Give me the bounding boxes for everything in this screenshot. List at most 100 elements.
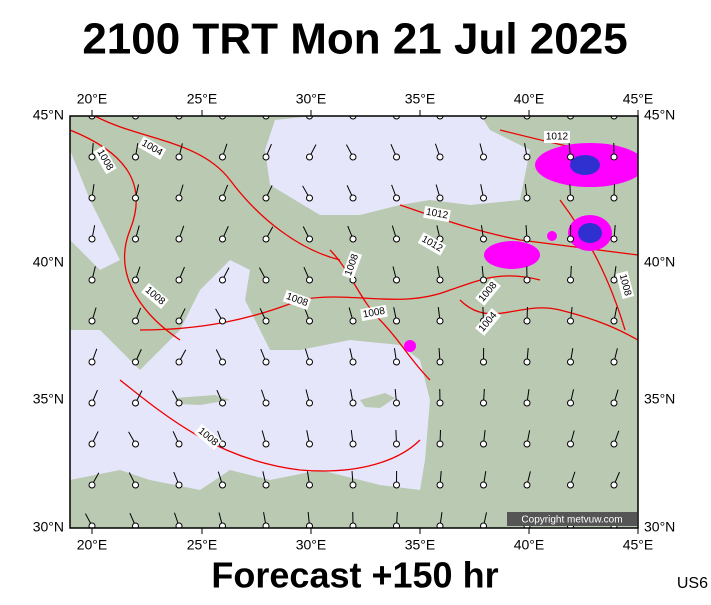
- station: [524, 195, 530, 201]
- station: [394, 154, 400, 160]
- station: [568, 441, 574, 447]
- station: [568, 359, 574, 365]
- lat-label-right: 30°N: [644, 519, 675, 535]
- station: [133, 236, 139, 242]
- station: [394, 482, 400, 488]
- station: [524, 359, 530, 365]
- station: [611, 195, 617, 201]
- station: [524, 154, 530, 160]
- lat-label-left: 30°N: [33, 519, 64, 535]
- lon-label-top: 25°E: [187, 91, 218, 107]
- station: [568, 482, 574, 488]
- station: [133, 195, 139, 201]
- station: [307, 482, 313, 488]
- station: [263, 236, 269, 242]
- station: [133, 154, 139, 160]
- station: [133, 400, 139, 406]
- station: [611, 277, 617, 283]
- station: [89, 318, 95, 324]
- station: [568, 195, 574, 201]
- station: [307, 236, 313, 242]
- station: [350, 359, 356, 365]
- station: [481, 359, 487, 365]
- station: [220, 277, 226, 283]
- station: [220, 236, 226, 242]
- station: [394, 236, 400, 242]
- lon-label-bottom: 35°E: [405, 537, 436, 553]
- lon-label-top: 30°E: [296, 91, 327, 107]
- station: [263, 441, 269, 447]
- station: [481, 277, 487, 283]
- lon-label-top: 20°E: [77, 91, 108, 107]
- station: [89, 236, 95, 242]
- lat-label-left: 45°N: [33, 107, 64, 123]
- station: [133, 482, 139, 488]
- station: [133, 277, 139, 283]
- station: [481, 236, 487, 242]
- station: [220, 154, 226, 160]
- station: [263, 359, 269, 365]
- model-code: US6: [677, 575, 708, 592]
- lon-label-top: 45°E: [623, 91, 654, 107]
- station: [611, 318, 617, 324]
- station: [350, 195, 356, 201]
- station: [394, 277, 400, 283]
- station: [437, 277, 443, 283]
- station: [437, 400, 443, 406]
- station: [611, 154, 617, 160]
- station: [568, 154, 574, 160]
- station: [307, 359, 313, 365]
- station: [220, 359, 226, 365]
- lon-label-bottom: 40°E: [514, 537, 545, 553]
- station: [394, 441, 400, 447]
- station: [394, 318, 400, 324]
- station: [307, 441, 313, 447]
- copyright: Copyright metvuw.com: [521, 515, 622, 526]
- lat-label-right: 45°N: [644, 107, 675, 123]
- station: [307, 400, 313, 406]
- station: [263, 195, 269, 201]
- lon-label-bottom: 25°E: [187, 537, 218, 553]
- station: [89, 277, 95, 283]
- station: [176, 195, 182, 201]
- station: [437, 359, 443, 365]
- station: [524, 400, 530, 406]
- station: [176, 441, 182, 447]
- station: [568, 318, 574, 324]
- station: [350, 236, 356, 242]
- station: [307, 154, 313, 160]
- station: [263, 154, 269, 160]
- title: 2100 TRT Mon 21 Jul 2025: [82, 15, 627, 64]
- station: [307, 277, 313, 283]
- station: [611, 482, 617, 488]
- station: [394, 195, 400, 201]
- station: [176, 154, 182, 160]
- station: [611, 400, 617, 406]
- station: [611, 236, 617, 242]
- station: [350, 400, 356, 406]
- lat-label-left: 35°N: [33, 391, 64, 407]
- isobar-value: 1012: [546, 132, 569, 143]
- station: [176, 359, 182, 365]
- lon-label-bottom: 30°E: [296, 537, 327, 553]
- station: [133, 359, 139, 365]
- station: [481, 441, 487, 447]
- station: [437, 441, 443, 447]
- lat-label-left: 40°N: [33, 254, 64, 270]
- station: [481, 400, 487, 406]
- station: [220, 482, 226, 488]
- station: [89, 482, 95, 488]
- station: [524, 236, 530, 242]
- station: [481, 482, 487, 488]
- station: [481, 154, 487, 160]
- station: [176, 236, 182, 242]
- station: [89, 441, 95, 447]
- station: [220, 400, 226, 406]
- lat-label-right: 35°N: [644, 391, 675, 407]
- station: [481, 195, 487, 201]
- isobar-label: 1012: [544, 131, 570, 143]
- station: [350, 318, 356, 324]
- lon-label-bottom: 20°E: [77, 537, 108, 553]
